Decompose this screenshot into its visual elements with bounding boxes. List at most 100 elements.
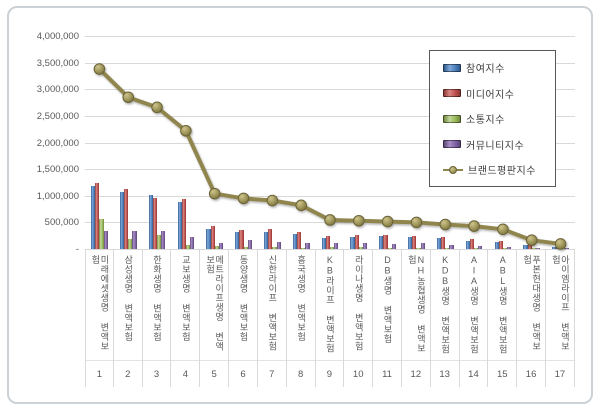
bar-소통지수 — [531, 248, 536, 249]
bar-커뮤니티지수 — [334, 242, 339, 249]
category-label: 흥국생명 변액보험 — [296, 255, 307, 342]
legend-line-marker-icon — [443, 165, 463, 174]
category-label: ABL생명 변액보험 — [497, 255, 508, 354]
y-axis-tick-label: 4,000,000 — [36, 31, 79, 42]
bar-커뮤니티지수 — [449, 245, 454, 249]
rank-label: 15 — [496, 368, 508, 380]
category-label: NH농협생명 변액보험 — [406, 255, 426, 353]
bar-미디어지수 — [181, 199, 186, 249]
rank-label: 10 — [352, 368, 364, 380]
bar-미디어지수 — [412, 235, 417, 249]
category-label: 신한라이프 변액보험 — [267, 255, 278, 351]
rank-label: 11 — [382, 368, 392, 380]
category-name-cell: NH농협생명 변액보험 — [401, 250, 430, 361]
bar-소통지수 — [502, 248, 508, 249]
y-axis-tick-label: 3,000,000 — [36, 84, 79, 96]
rank-label: 9 — [326, 368, 333, 380]
bar-커뮤니티지수 — [276, 241, 281, 249]
bar-소통지수 — [387, 248, 392, 249]
bar-소통지수 — [185, 245, 191, 249]
bar-소통지수 — [329, 247, 335, 249]
gridline — [85, 62, 575, 64]
bar-커뮤니티지수 — [132, 230, 137, 249]
bar-커뮤니티지수 — [103, 230, 108, 249]
bar-group — [114, 188, 143, 249]
bar-group — [287, 232, 316, 249]
bar-커뮤니티지수 — [190, 236, 195, 249]
bar-group — [200, 226, 229, 249]
category-label: 푸본현대생명 변액보험 — [522, 255, 542, 351]
category-column: 삼성생명 변액보험 2 — [113, 250, 143, 387]
category-name-cell: 미래에셋생명 변액보험 — [86, 250, 113, 361]
category-column: ABL생명 변액보험 15 — [488, 250, 518, 387]
category-label: 삼성생명 변액보험 — [123, 255, 134, 342]
category-name-cell: 한화생명 변액보험 — [142, 250, 171, 361]
category-name-cell: KB라이프 변액보험 — [315, 250, 344, 361]
category-name-cell: DB생명 변액보험 — [373, 250, 401, 361]
y-axis-tick-label: - — [75, 244, 79, 255]
y-axis-tick-label: 500,000 — [44, 217, 79, 229]
legend-item: 미디어지수 — [443, 86, 555, 101]
bar-커뮤니티지수 — [535, 247, 541, 249]
category-column: 신한라이프 변액보험 7 — [257, 250, 287, 387]
legend-swatch-icon — [443, 63, 461, 72]
category-name-cell: 메트라이프생명 변액보험 — [200, 250, 229, 361]
bar-group — [460, 239, 489, 249]
legend-swatch-icon — [443, 114, 461, 123]
bar-group — [431, 237, 460, 249]
bar-커뮤니티지수 — [507, 246, 512, 249]
bar-group — [373, 234, 402, 249]
bar-group — [229, 230, 258, 249]
bar-커뮤니티지수 — [247, 239, 252, 249]
y-axis-tick-label: 1,500,000 — [36, 164, 79, 176]
bar-소통지수 — [416, 248, 421, 249]
category-label: 교보생명 변액보험 — [180, 255, 191, 342]
bar-참여지수 — [523, 245, 528, 249]
legend-label: 참여지수 — [466, 64, 505, 75]
category-name-cell: ABL생명 변액보험 — [488, 250, 517, 361]
category-label: 동양생명 변액보험 — [238, 255, 249, 342]
category-label: 라이나생명 변액보험 — [353, 255, 364, 351]
legend-label: 소통지수 — [466, 115, 505, 126]
category-name-cell: 신한라이프 변액보험 — [257, 250, 286, 361]
bar-미디어지수 — [383, 234, 388, 249]
category-column: KDB생명 변액보험 13 — [430, 250, 460, 387]
rank-label: 2 — [125, 368, 131, 380]
rank-label: 14 — [468, 368, 479, 380]
category-label: 미래에셋생명 변액보험 — [90, 255, 110, 351]
y-axis-tick-label: 1,000,000 — [36, 190, 79, 202]
rank-label: 12 — [410, 368, 422, 380]
bar-커뮤니티지수 — [391, 243, 397, 249]
rank-label: 17 — [554, 368, 566, 380]
bar-소통지수 — [214, 246, 219, 249]
y-axis-tick-label: 2,000,000 — [36, 137, 79, 149]
bar-group — [402, 235, 431, 249]
category-name-cell: KDB생명 변액보험 — [430, 250, 459, 361]
y-axis-tick-label: 3,500,000 — [36, 57, 79, 69]
category-name-cell: AIA생명 변액보험 — [459, 250, 488, 361]
rank-label: 13 — [439, 368, 450, 380]
category-name-cell: 흥국생명 변액보험 — [286, 250, 315, 361]
legend-item: 브랜드평판지수 — [443, 162, 555, 177]
legend-label: 미디어지수 — [466, 89, 515, 101]
rank-label: 3 — [153, 368, 160, 380]
rank-label: 6 — [240, 368, 246, 380]
legend-item: 커뮤니티지수 — [443, 137, 555, 152]
bar-소통지수 — [474, 248, 479, 249]
category-label: 아이엠라이프 변액보험 — [550, 255, 570, 351]
bar-미디어지수 — [95, 182, 100, 249]
bar-소통지수 — [301, 247, 306, 249]
bar-group — [258, 229, 287, 249]
bar-커뮤니티지수 — [564, 248, 569, 249]
bar-미디어지수 — [268, 229, 273, 249]
category-label: KDB생명 변액보험 — [440, 255, 451, 354]
category-column: 교보생명 변액보험 4 — [171, 250, 201, 387]
rank-label: 4 — [182, 368, 188, 380]
category-name-cell: 동양생명 변액보험 — [229, 250, 257, 361]
bar-소통지수 — [445, 248, 450, 249]
legend-label: 브랜드평판지수 — [468, 166, 536, 177]
bar-참여지수 — [552, 247, 557, 249]
bar-소통지수 — [243, 246, 248, 249]
legend-label: 커뮤니티지수 — [466, 140, 525, 152]
